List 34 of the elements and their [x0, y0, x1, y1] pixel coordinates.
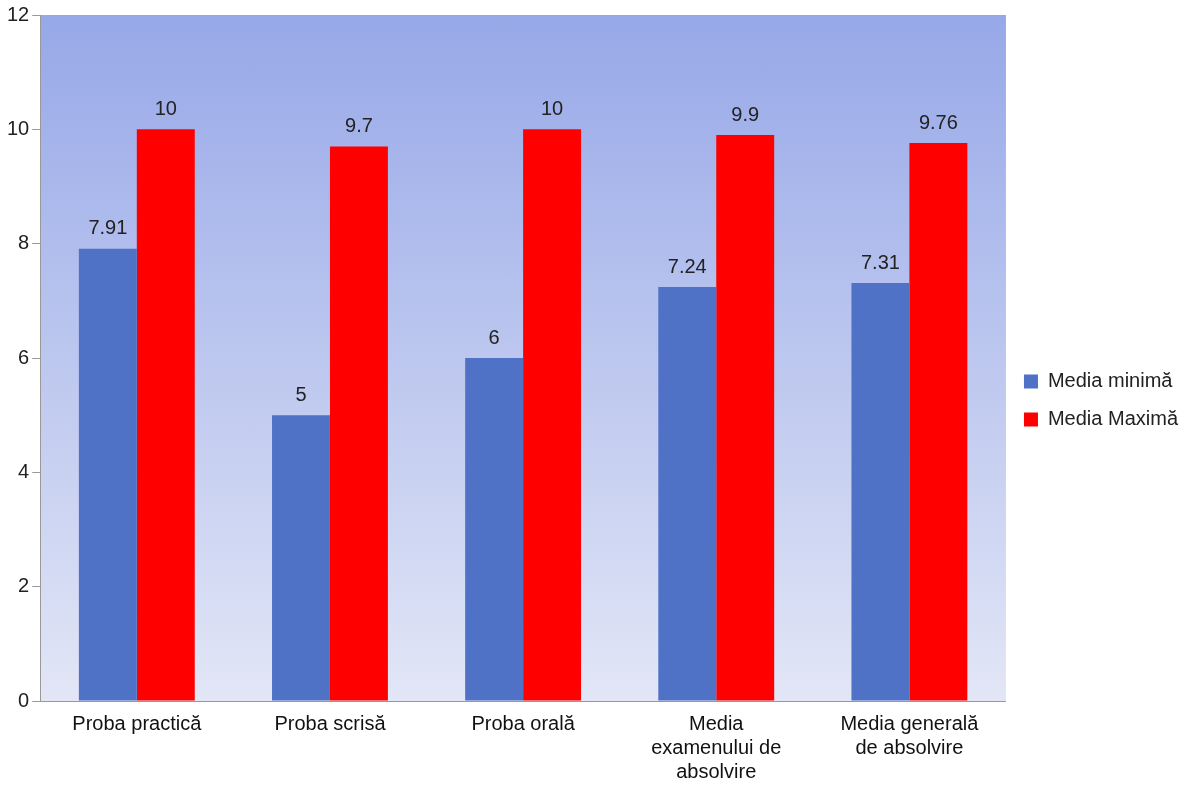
- bar: [136, 129, 195, 701]
- bar: [716, 135, 775, 701]
- y-tick-label: 6: [18, 345, 30, 368]
- y-tick-label: 0: [18, 688, 30, 711]
- data-label: 7.24: [667, 254, 707, 277]
- bar: [272, 415, 330, 701]
- bar: [465, 358, 524, 701]
- legend-label: Media minimă: [1047, 369, 1174, 392]
- y-tick-label: 4: [18, 459, 30, 482]
- data-label: 9.76: [918, 110, 958, 133]
- data-label: 7.31: [860, 250, 900, 273]
- bar: [329, 146, 388, 701]
- y-tick-label: 8: [18, 231, 30, 254]
- x-tick-label: Media examenului de absolvire: [651, 711, 782, 782]
- legend-label: Media Maximă: [1047, 407, 1179, 430]
- y-tick-label: 10: [7, 116, 30, 139]
- bar: [909, 143, 968, 701]
- data-label: 10: [154, 96, 177, 119]
- x-tick-label: Proba practică: [72, 711, 203, 734]
- bar: [851, 283, 910, 701]
- bar: [658, 287, 717, 701]
- x-tick-label: Proba scrisă: [274, 711, 387, 734]
- x-tick-label: Media generală de absolvire: [840, 711, 980, 758]
- bar: [78, 248, 137, 701]
- data-label: 5: [295, 382, 307, 405]
- y-tick-label: 2: [18, 574, 30, 597]
- y-tick-label: 12: [7, 2, 30, 25]
- data-label: 9.7: [345, 114, 373, 136]
- data-label: 7.91: [88, 216, 128, 239]
- data-label: 6: [488, 325, 500, 348]
- data-label: 10: [540, 96, 564, 119]
- bar: [523, 129, 582, 701]
- x-tick-label: Proba orală: [471, 711, 576, 734]
- data-label: 9.9: [731, 102, 760, 125]
